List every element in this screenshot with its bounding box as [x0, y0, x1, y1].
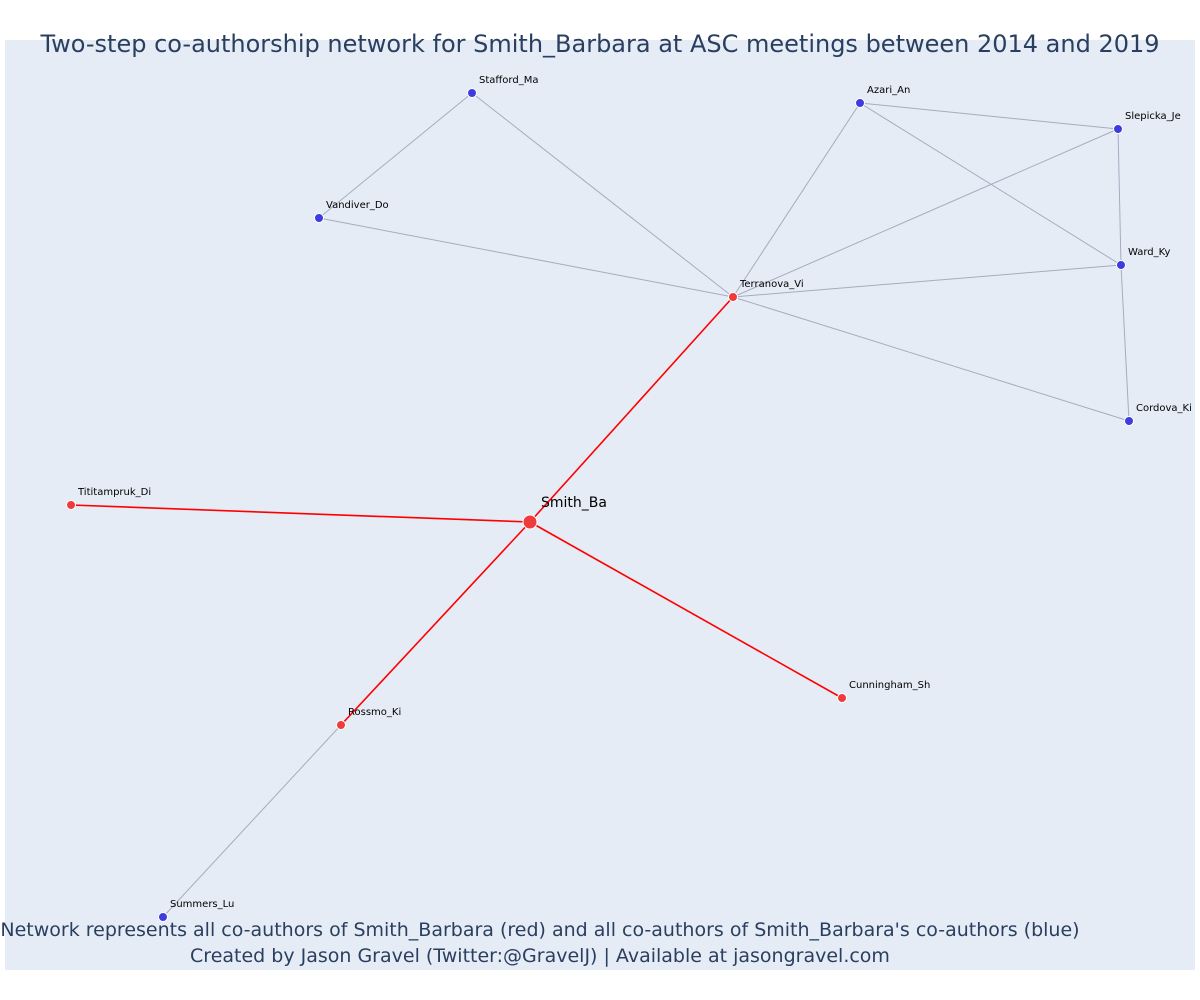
plot-background: [5, 40, 1195, 970]
edge-Vandiver_Do-Terranova_Vi: [318, 217, 734, 298]
footer-description: Network represents all co-authors of Smi…: [0, 919, 1080, 941]
node-label-Terranova_Vi: Terranova_Vi: [739, 279, 804, 290]
edge-Azari_An-Ward_Ky: [859, 102, 1122, 266]
node-label-Rossmo_Ki: Rossmo_Ki: [348, 707, 401, 718]
edge-Smith_Ba-Terranova_Vi: [529, 296, 734, 523]
node-Ward_Ky[interactable]: [1116, 260, 1126, 270]
edge-Stafford_Ma-Vandiver_Do: [318, 92, 473, 219]
node-label-Slepicka_Je: Slepicka_Je: [1125, 111, 1181, 122]
edge-Azari_An-Slepicka_Je: [859, 102, 1119, 130]
edge-Cordova_Ki-Terranova_Vi: [732, 296, 1130, 422]
nodes-layer: [66, 88, 1134, 922]
node-label-Vandiver_Do: Vandiver_Do: [326, 200, 389, 211]
edge-Ward_Ky-Cordova_Ki: [1120, 264, 1130, 422]
edge-Stafford_Ma-Terranova_Vi: [471, 92, 734, 298]
edge-Slepicka_Je-Terranova_Vi: [732, 128, 1119, 298]
edge-Rossmo_Ki-Summers_Lu: [162, 724, 342, 918]
node-label-Stafford_Ma: Stafford_Ma: [479, 75, 538, 86]
labels-layer: Smith_Ba Terranova_Vi Tititampruk_Di Rossmo…: [77, 75, 1192, 910]
chart-title: Two-step co-authorship network for Smith…: [40, 30, 1160, 58]
node-Rossmo_Ki[interactable]: [336, 720, 346, 730]
footer-credit: Created by Jason Gravel (Twitter:@Gravel…: [190, 945, 890, 967]
edges-layer: [70, 92, 1130, 918]
node-Summers_Lu[interactable]: [158, 912, 168, 922]
edge-Ward_Ky-Terranova_Vi: [732, 264, 1122, 298]
node-Stafford_Ma[interactable]: [467, 88, 477, 98]
edge-Smith_Ba-Cunningham_Sh: [529, 521, 843, 699]
node-Vandiver_Do[interactable]: [314, 213, 324, 223]
node-label-Summers_Lu: Summers_Lu: [170, 899, 234, 910]
node-label-Cunningham_Sh: Cunningham_Sh: [849, 680, 930, 691]
node-label-Tititampruk_Di: Tititampruk_Di: [77, 487, 151, 498]
edge-Slepicka_Je-Ward_Ky: [1117, 128, 1122, 266]
node-label-Cordova_Ki: Cordova_Ki: [1136, 403, 1192, 414]
node-label-Smith_Ba: Smith_Ba: [541, 495, 607, 511]
edge-Smith_Ba-Tititampruk_Di: [70, 504, 531, 523]
node-Cordova_Ki[interactable]: [1124, 416, 1134, 426]
node-Smith_Ba[interactable]: [522, 514, 538, 530]
node-Tititampruk_Di[interactable]: [66, 500, 76, 510]
node-label-Azari_An: Azari_An: [867, 85, 910, 96]
node-Terranova_Vi[interactable]: [728, 292, 738, 302]
node-label-Ward_Ky: Ward_Ky: [1128, 247, 1170, 258]
node-Azari_An[interactable]: [855, 98, 865, 108]
node-Cunningham_Sh[interactable]: [837, 693, 847, 703]
node-Slepicka_Je[interactable]: [1113, 124, 1123, 134]
edge-Smith_Ba-Rossmo_Ki: [340, 521, 531, 726]
edge-Azari_An-Terranova_Vi: [732, 102, 861, 298]
